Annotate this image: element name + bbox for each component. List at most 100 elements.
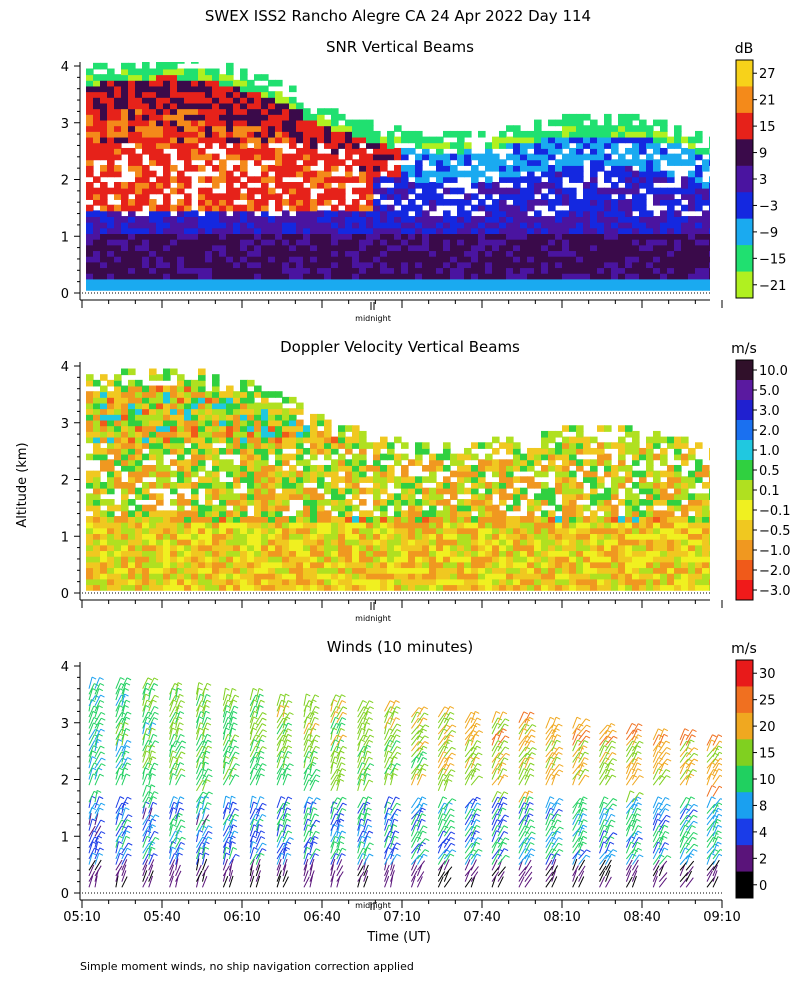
wind-barb-flag bbox=[367, 824, 373, 828]
wind-barb bbox=[115, 728, 122, 741]
wind-barb bbox=[202, 694, 207, 706]
wind-barb-flag bbox=[339, 824, 344, 827]
wind-barb-flag bbox=[306, 693, 311, 697]
wind-barb bbox=[652, 796, 659, 809]
wind-barb bbox=[88, 830, 94, 843]
wind-barb bbox=[464, 843, 473, 854]
wind-barb bbox=[148, 683, 155, 695]
wind-barb bbox=[712, 734, 719, 746]
wind-barb-flag bbox=[125, 682, 131, 686]
wind-barb bbox=[195, 801, 200, 814]
wind-barb-flag bbox=[341, 853, 346, 857]
wind-barb bbox=[524, 848, 532, 860]
wind-barb bbox=[464, 826, 473, 837]
wind-barb-flag bbox=[314, 694, 320, 698]
wind-barb-flag bbox=[171, 841, 177, 844]
wind-barb bbox=[384, 870, 389, 882]
wind-barb bbox=[222, 831, 230, 843]
wind-barb bbox=[255, 814, 263, 826]
wind-barb bbox=[545, 865, 554, 877]
wind-barb bbox=[417, 712, 425, 724]
wind-barb bbox=[384, 773, 388, 786]
wind-barb-flag bbox=[450, 814, 455, 817]
wind-barb bbox=[94, 802, 102, 814]
wind-barb-flag bbox=[719, 758, 722, 760]
y-tick-label: 0 bbox=[61, 587, 69, 602]
wind-barb bbox=[658, 775, 667, 786]
wind-barb bbox=[599, 774, 607, 786]
wind-barb bbox=[201, 807, 206, 820]
wind-barb bbox=[712, 774, 721, 786]
wind-barb bbox=[470, 745, 478, 758]
wind-barb-flag bbox=[685, 842, 690, 846]
wind-barb-flag bbox=[100, 745, 105, 749]
wind-barb bbox=[175, 682, 179, 695]
wind-barb bbox=[679, 769, 688, 780]
wind-barb bbox=[222, 796, 227, 808]
wind-barb bbox=[437, 849, 447, 860]
wind-barb bbox=[578, 819, 584, 831]
wind-barb bbox=[330, 831, 337, 843]
wind-barb bbox=[497, 762, 503, 774]
wind-barb-flag bbox=[451, 724, 457, 728]
wind-barb bbox=[249, 711, 255, 723]
wind-barb-flag bbox=[720, 798, 722, 800]
wind-barb bbox=[121, 745, 127, 757]
wind-barb bbox=[357, 841, 362, 854]
wind-barb bbox=[652, 875, 658, 888]
colorbar-swatch bbox=[736, 765, 753, 793]
wind-barb bbox=[357, 865, 364, 877]
wind-barb-flag bbox=[261, 814, 267, 817]
wind-barb bbox=[524, 762, 531, 775]
colorbar-swatch bbox=[736, 86, 753, 114]
wind-barb bbox=[390, 796, 397, 809]
wind-barb bbox=[437, 724, 447, 735]
wind-barb-flag bbox=[421, 796, 427, 800]
wind-barb-flag bbox=[339, 818, 345, 822]
wind-barb-flag bbox=[362, 700, 367, 703]
colorbar-label: 3.0 bbox=[759, 404, 780, 419]
wind-barb-flag bbox=[612, 832, 618, 836]
wind-barb bbox=[115, 831, 123, 843]
wind-barb-flag bbox=[280, 756, 285, 760]
wind-barb bbox=[652, 854, 661, 865]
wind-barb-flag bbox=[342, 706, 348, 710]
wind-barb bbox=[410, 773, 417, 786]
y-tick-label: 4 bbox=[61, 60, 69, 75]
wind-barb bbox=[599, 807, 605, 820]
wind-barb bbox=[249, 751, 257, 763]
wind-barb bbox=[276, 830, 283, 843]
wind-barb bbox=[336, 712, 344, 723]
wind-barb bbox=[712, 849, 721, 860]
wind-barb bbox=[142, 682, 148, 695]
wind-barb bbox=[545, 859, 553, 871]
wind-barb bbox=[464, 774, 471, 786]
wind-barb bbox=[94, 694, 101, 706]
wind-barb bbox=[142, 876, 149, 888]
wind-barb bbox=[491, 842, 498, 854]
wind-barb-flag bbox=[719, 751, 722, 755]
wind-barb-flag bbox=[253, 847, 258, 850]
wind-barb bbox=[518, 723, 526, 735]
wind-barb-flag bbox=[287, 745, 293, 749]
wind-barb bbox=[551, 728, 557, 740]
colorbar-swatch bbox=[736, 660, 753, 687]
wind-barb bbox=[470, 853, 478, 865]
wind-barb-flag bbox=[393, 818, 399, 822]
wind-barb bbox=[712, 798, 721, 809]
wind-barb bbox=[88, 802, 96, 814]
wind-barb bbox=[626, 832, 635, 843]
wind-barb bbox=[384, 763, 392, 775]
wind-barb bbox=[631, 841, 638, 854]
wind-barb bbox=[94, 841, 99, 854]
wind-barb bbox=[336, 841, 341, 854]
wind-barb bbox=[255, 734, 263, 746]
wind-barb-flag bbox=[396, 746, 402, 750]
wind-barb bbox=[249, 847, 255, 860]
wind-barb bbox=[115, 751, 123, 763]
wind-barb-flag bbox=[99, 773, 105, 777]
wind-barb bbox=[384, 807, 389, 820]
wind-barb bbox=[599, 870, 606, 882]
wind-barb-flag bbox=[556, 830, 562, 834]
wind-barb-flag bbox=[387, 812, 392, 816]
